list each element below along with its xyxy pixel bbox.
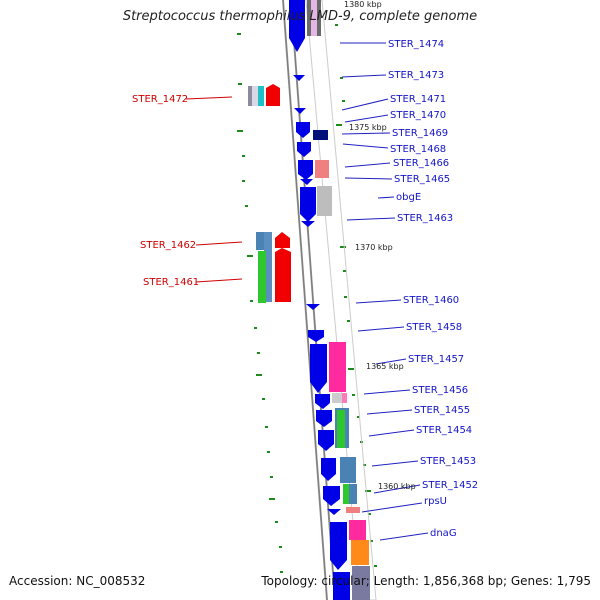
gene-label[interactable]: STER_1453 bbox=[420, 456, 476, 467]
gene-label[interactable]: STER_1452 bbox=[422, 480, 478, 491]
gene-label[interactable]: STER_1466 bbox=[393, 158, 449, 169]
gene-label[interactable]: STER_1463 bbox=[397, 213, 453, 224]
kbp-label: 1375 kbp bbox=[349, 123, 387, 132]
kbp-label: 1360 kbp bbox=[378, 482, 416, 491]
genome-title: Streptococcus thermophilus LMD-9, comple… bbox=[122, 9, 478, 24]
gene-blocks bbox=[248, 0, 370, 600]
gene-label[interactable]: STER_1454 bbox=[416, 425, 472, 436]
gene-label[interactable]: STER_1455 bbox=[414, 405, 470, 416]
gene-label[interactable]: STER_1461 bbox=[143, 277, 199, 288]
gene-label[interactable]: STER_1469 bbox=[392, 128, 448, 139]
gene-label[interactable]: STER_1462 bbox=[140, 240, 196, 251]
gene-label[interactable]: STER_1472 bbox=[132, 94, 188, 105]
gene-arrows bbox=[289, 0, 350, 600]
leader-lines bbox=[185, 42, 429, 541]
gene-label[interactable]: rpsU bbox=[424, 496, 447, 507]
kbp-label: 1365 kbp bbox=[366, 362, 404, 371]
gene-label[interactable]: STER_1458 bbox=[406, 322, 462, 333]
kbp-label: 1380 kbp bbox=[344, 0, 382, 9]
right-gene-labels: STER_1474 STER_1473 STER_1471 STER_1470 … bbox=[388, 39, 478, 539]
gene-label[interactable]: dnaG bbox=[430, 528, 457, 539]
gene-label[interactable]: STER_1473 bbox=[388, 70, 444, 81]
gene-label[interactable]: STER_1468 bbox=[390, 144, 446, 155]
left-gene-labels: STER_1472 STER_1462 STER_1461 bbox=[132, 94, 199, 288]
accession-text: Accession: NC_008532 bbox=[9, 574, 146, 588]
gene-label[interactable]: obgE bbox=[396, 192, 421, 203]
gene-label[interactable]: STER_1471 bbox=[390, 94, 446, 105]
kbp-label: 1370 kbp bbox=[355, 243, 393, 252]
gene-label[interactable]: STER_1460 bbox=[403, 295, 459, 306]
gene-label[interactable]: STER_1474 bbox=[388, 39, 444, 50]
genome-summary-text: Topology: circular; Length: 1,856,368 bp… bbox=[261, 574, 591, 588]
gene-label[interactable]: STER_1457 bbox=[408, 354, 464, 365]
gene-label[interactable]: STER_1465 bbox=[394, 174, 450, 185]
gene-label[interactable]: STER_1470 bbox=[390, 110, 446, 121]
gene-label[interactable]: STER_1456 bbox=[412, 385, 468, 396]
kbp-scale-labels: 1380 kbp 1375 kbp 1370 kbp 1365 kbp 1360… bbox=[344, 0, 416, 491]
